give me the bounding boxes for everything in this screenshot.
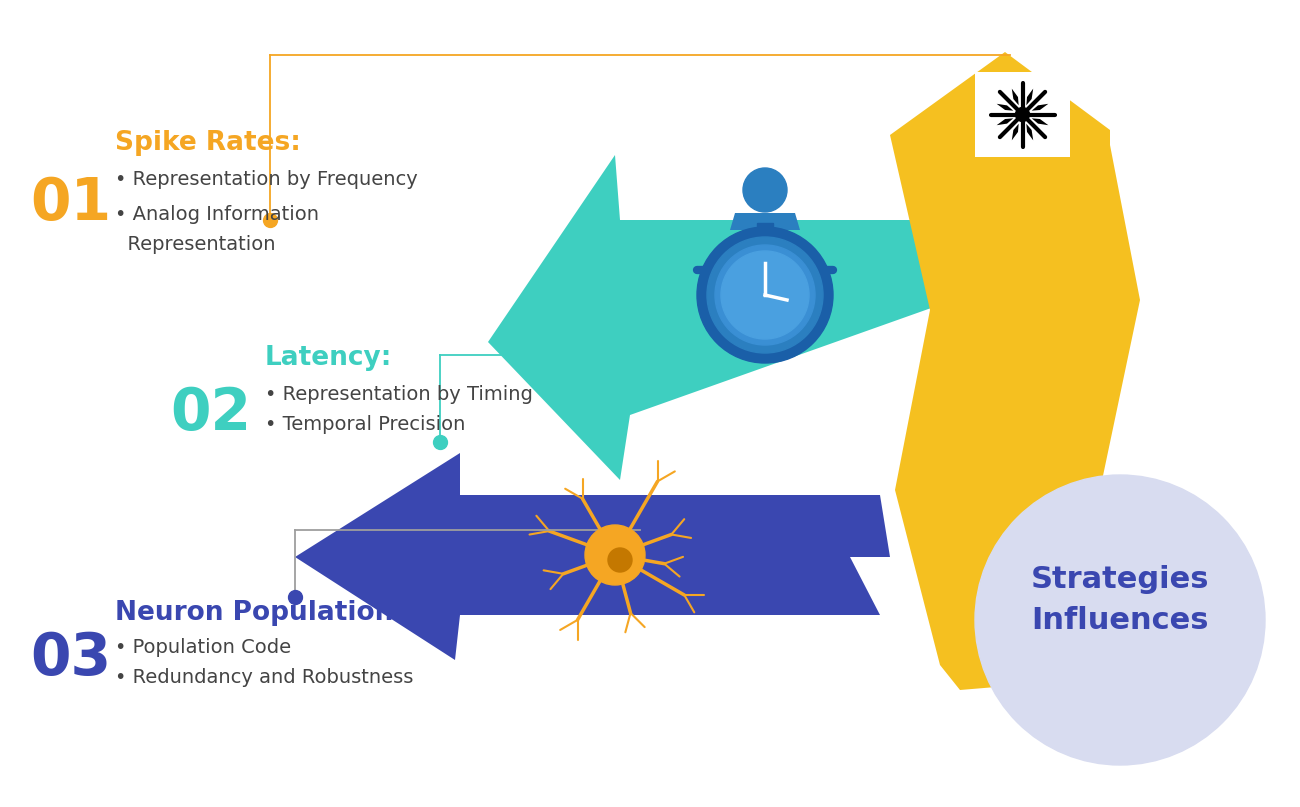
Polygon shape <box>997 119 1013 125</box>
Polygon shape <box>295 453 891 660</box>
Polygon shape <box>1032 119 1048 125</box>
Text: 03: 03 <box>30 630 110 687</box>
Text: • Representation by Frequency: • Representation by Frequency <box>114 170 417 189</box>
Circle shape <box>975 475 1265 765</box>
Circle shape <box>707 237 823 353</box>
Text: 01: 01 <box>30 175 110 232</box>
Bar <box>975 72 1070 157</box>
Bar <box>757 223 773 233</box>
Polygon shape <box>1026 123 1034 140</box>
Text: • Temporal Precision: • Temporal Precision <box>265 415 465 434</box>
Polygon shape <box>1011 89 1019 105</box>
Polygon shape <box>891 52 1140 690</box>
Polygon shape <box>1032 104 1048 111</box>
Text: Latency:: Latency: <box>265 345 393 371</box>
Circle shape <box>697 227 833 363</box>
Circle shape <box>585 525 645 585</box>
Circle shape <box>608 548 632 572</box>
Text: Strategies
Influences: Strategies Influences <box>1031 565 1209 635</box>
Circle shape <box>715 245 815 345</box>
Polygon shape <box>488 155 1065 480</box>
Text: Representation: Representation <box>114 235 276 254</box>
Text: • Redundancy and Robustness: • Redundancy and Robustness <box>114 668 413 687</box>
Text: • Population Code: • Population Code <box>114 638 291 657</box>
Text: Spike Rates:: Spike Rates: <box>114 130 300 156</box>
Text: Neuron Population: Neuron Population <box>114 600 394 626</box>
Circle shape <box>1015 107 1030 122</box>
Text: • Analog Information: • Analog Information <box>114 205 318 224</box>
Polygon shape <box>731 213 800 230</box>
Polygon shape <box>1026 89 1034 105</box>
Text: • Representation by Timing: • Representation by Timing <box>265 385 533 404</box>
Text: 02: 02 <box>170 385 251 442</box>
Polygon shape <box>997 104 1013 111</box>
Circle shape <box>744 168 786 212</box>
Polygon shape <box>1011 123 1019 140</box>
Circle shape <box>722 251 809 339</box>
